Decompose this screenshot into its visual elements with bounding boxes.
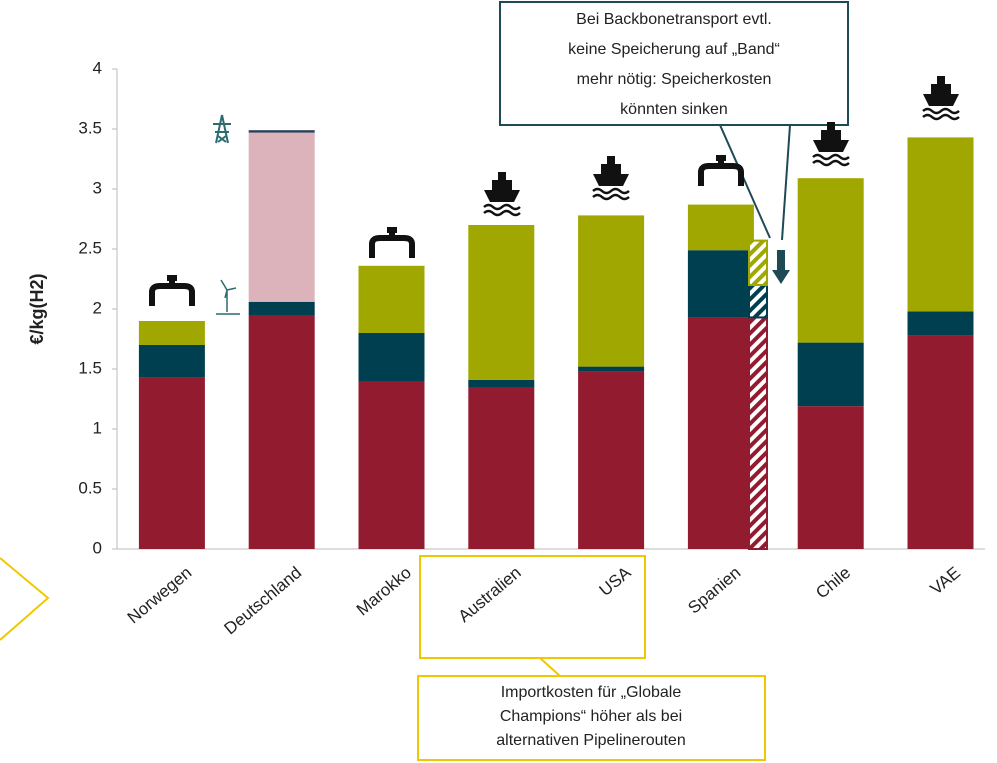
- bar-segment: [907, 311, 974, 336]
- chevron: [0, 557, 50, 641]
- icon-ship: [813, 122, 849, 152]
- hatch: [748, 316, 768, 550]
- arrow: [777, 250, 785, 272]
- bar-segment: [468, 225, 535, 380]
- bar-segment: [358, 265, 425, 333]
- x-tick-label: Norwegen: [124, 563, 196, 627]
- y-axis-label: €/kg(H2): [27, 273, 47, 344]
- x-tick-label: Australien: [455, 563, 525, 626]
- icon-ship: [923, 76, 959, 106]
- arrow: [772, 270, 790, 284]
- y-tick-label: 3.5: [78, 118, 102, 137]
- bar-segment: [578, 371, 645, 549]
- annotation-text: Bei Backbonetransport evtl.: [576, 11, 772, 28]
- icon-pipe: [149, 275, 195, 306]
- icon-pylon: [213, 114, 231, 144]
- bar-segment: [578, 366, 645, 372]
- annotation-text: Champions“ höher als bei: [500, 708, 682, 725]
- icon-waves: [812, 153, 850, 167]
- bar-segment: [248, 132, 315, 302]
- bar-segment: [138, 377, 205, 549]
- bar-segment: [907, 335, 974, 549]
- y-tick-label: 0.5: [78, 478, 102, 497]
- hatch: [748, 284, 768, 319]
- bar-segment: [797, 342, 864, 407]
- y-tick-label: 3: [93, 178, 102, 197]
- connector: [781, 124, 791, 241]
- bar-segment: [138, 321, 205, 345]
- y-tick-label: 0: [93, 538, 102, 557]
- annotation-text: Importkosten für „Globale: [501, 684, 682, 701]
- bar-segment: [578, 215, 645, 367]
- y-tick-label: 2: [93, 298, 102, 317]
- x-tick-label: Marokko: [353, 563, 415, 619]
- bracket: [419, 555, 646, 659]
- annotation-text: alternativen Pipelinerouten: [496, 732, 685, 749]
- bar-segment: [248, 315, 315, 549]
- bar-segment: [468, 387, 535, 549]
- bar-segment: [248, 301, 315, 315]
- icon-waves: [922, 107, 960, 121]
- bar-segment: [358, 381, 425, 549]
- icon-pipe: [369, 227, 415, 258]
- y-tick-label: 2.5: [78, 238, 102, 257]
- icon-wind: [216, 279, 240, 315]
- connector: [539, 657, 561, 677]
- bar-segment: [687, 250, 754, 318]
- bar-segment: [797, 178, 864, 343]
- bar-segment: [907, 137, 974, 312]
- icon-ship: [484, 172, 520, 202]
- bar-segment: [138, 345, 205, 378]
- x-tick-label: Deutschland: [221, 563, 306, 638]
- bar-segment: [687, 317, 754, 549]
- annotation-box: [417, 675, 766, 761]
- x-tick-label: USA: [596, 563, 635, 600]
- bar-segment: [248, 130, 315, 133]
- annotation-text: könnten sinken: [620, 101, 728, 118]
- icon-ship: [593, 156, 629, 186]
- x-tick-label: Chile: [812, 563, 854, 602]
- hatch: [748, 239, 768, 287]
- annotation-text: mehr nötig: Speicherkosten: [577, 71, 772, 88]
- annotation-text: keine Speicherung auf „Band“: [568, 41, 780, 58]
- icon-pipe: [698, 155, 744, 186]
- y-tick-label: 1: [93, 418, 102, 437]
- annotation-box: [499, 1, 849, 126]
- icon-waves: [483, 203, 521, 217]
- bar-segment: [358, 333, 425, 381]
- y-tick-label: 4: [93, 58, 102, 77]
- bar-segment: [797, 406, 864, 549]
- x-tick-label: VAE: [927, 563, 964, 599]
- bar-segment: [468, 379, 535, 387]
- x-tick-label: Spanien: [684, 563, 744, 618]
- y-tick-label: 1.5: [78, 358, 102, 377]
- connector: [719, 124, 771, 239]
- bar-segment: [687, 204, 754, 251]
- icon-waves: [592, 187, 630, 201]
